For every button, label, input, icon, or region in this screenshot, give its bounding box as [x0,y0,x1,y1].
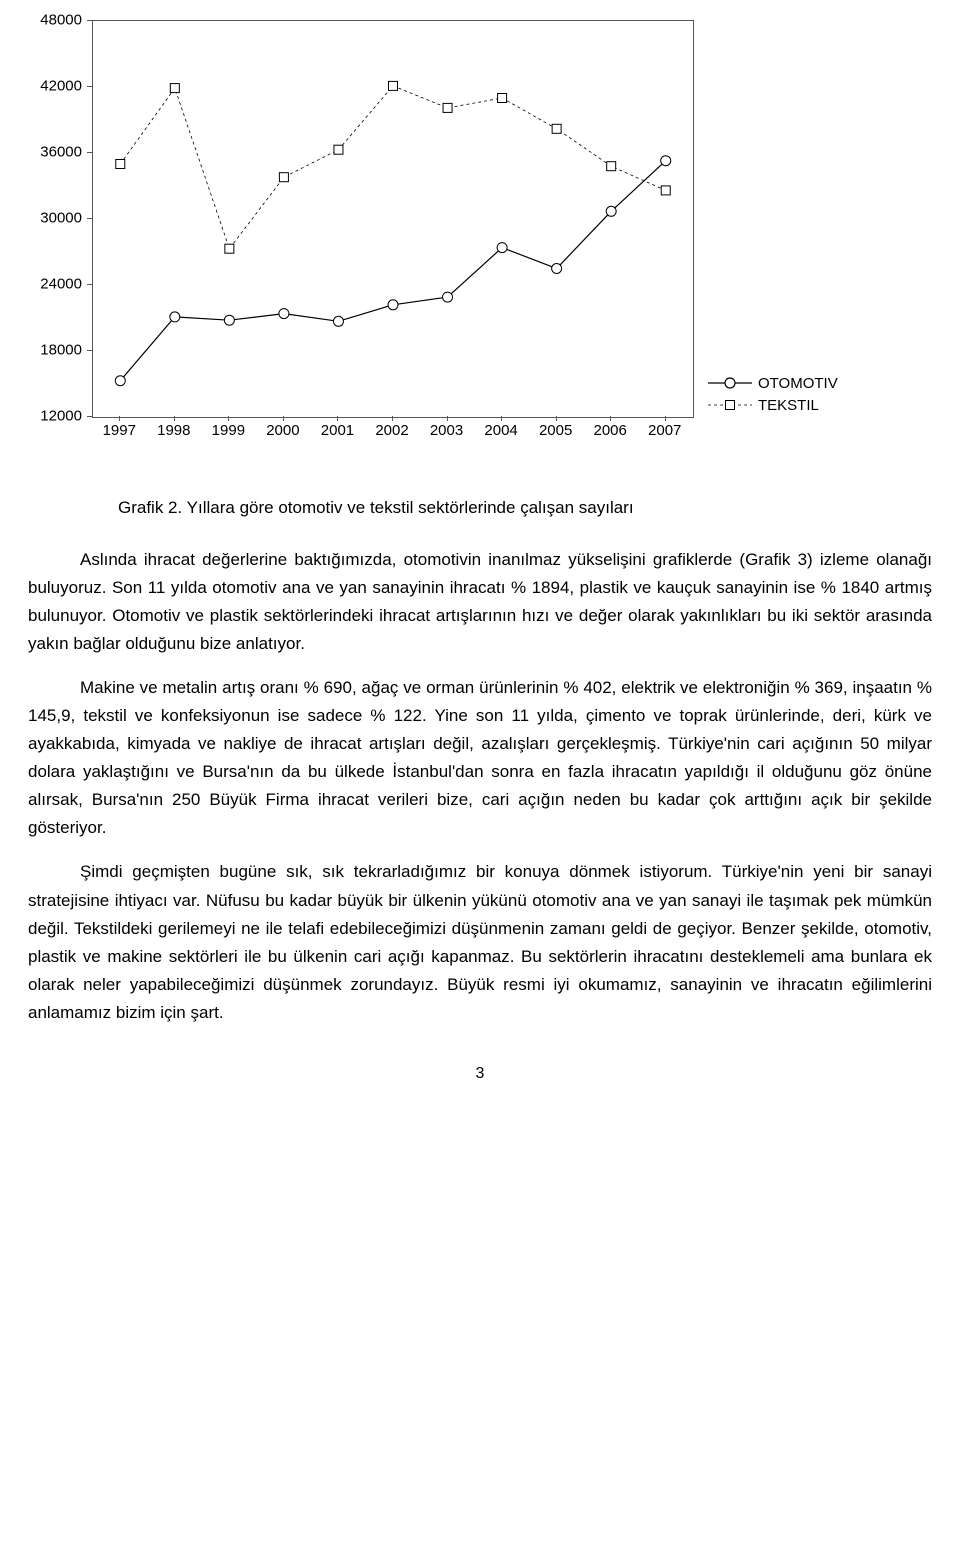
y-tick-label: 48000 [40,12,82,29]
paragraph-3: Şimdi geçmişten bugüne sık, sık tekrarla… [28,858,932,1026]
y-tick-label: 30000 [40,210,82,227]
x-tick-label: 2000 [266,422,299,439]
line-chart: 12000180002400030000360004200048000 1997… [28,20,932,480]
body-text: Aslında ihracat değerlerine baktığımızda… [28,546,932,1027]
paragraph-2: Makine ve metalin artış oranı % 690, ağa… [28,674,932,842]
page-number: 3 [28,1065,932,1083]
x-tick-label: 2006 [593,422,626,439]
legend-item-tekstil: TEKSTIL [708,394,838,416]
paragraph-1: Aslında ihracat değerlerine baktığımızda… [28,546,932,658]
x-tick-label: 2003 [430,422,463,439]
legend-marker-tekstil [708,398,752,412]
y-tick-label: 18000 [40,342,82,359]
legend-label-tekstil: TEKSTIL [758,397,819,414]
chart-caption: Grafik 2. Yıllara göre otomotiv ve tekst… [118,498,932,518]
y-tick-label: 36000 [40,144,82,161]
x-axis: 1997 1998 1999 2000 2001 2002 2003 2004 2005 2006… [92,422,692,446]
x-tick-label: 2004 [484,422,517,439]
x-tick-label: 1998 [157,422,190,439]
y-tick-label: 12000 [40,408,82,425]
plot-area [92,20,694,418]
x-tick-label: 2002 [375,422,408,439]
x-tick-label: 2005 [539,422,572,439]
legend-marker-otomotiv [708,376,752,390]
y-tick-label: 42000 [40,78,82,95]
legend-item-otomotiv: OTOMOTIV [708,372,838,394]
x-tick-label: 2001 [321,422,354,439]
y-axis: 12000180002400030000360004200048000 [28,20,88,420]
x-tick-label: 1999 [212,422,245,439]
legend-label-otomotiv: OTOMOTIV [758,375,838,392]
x-tick-label: 1997 [103,422,136,439]
x-tick-label: 2007 [648,422,681,439]
y-tick-label: 24000 [40,276,82,293]
chart-legend: OTOMOTIV TEKSTIL [708,372,838,416]
